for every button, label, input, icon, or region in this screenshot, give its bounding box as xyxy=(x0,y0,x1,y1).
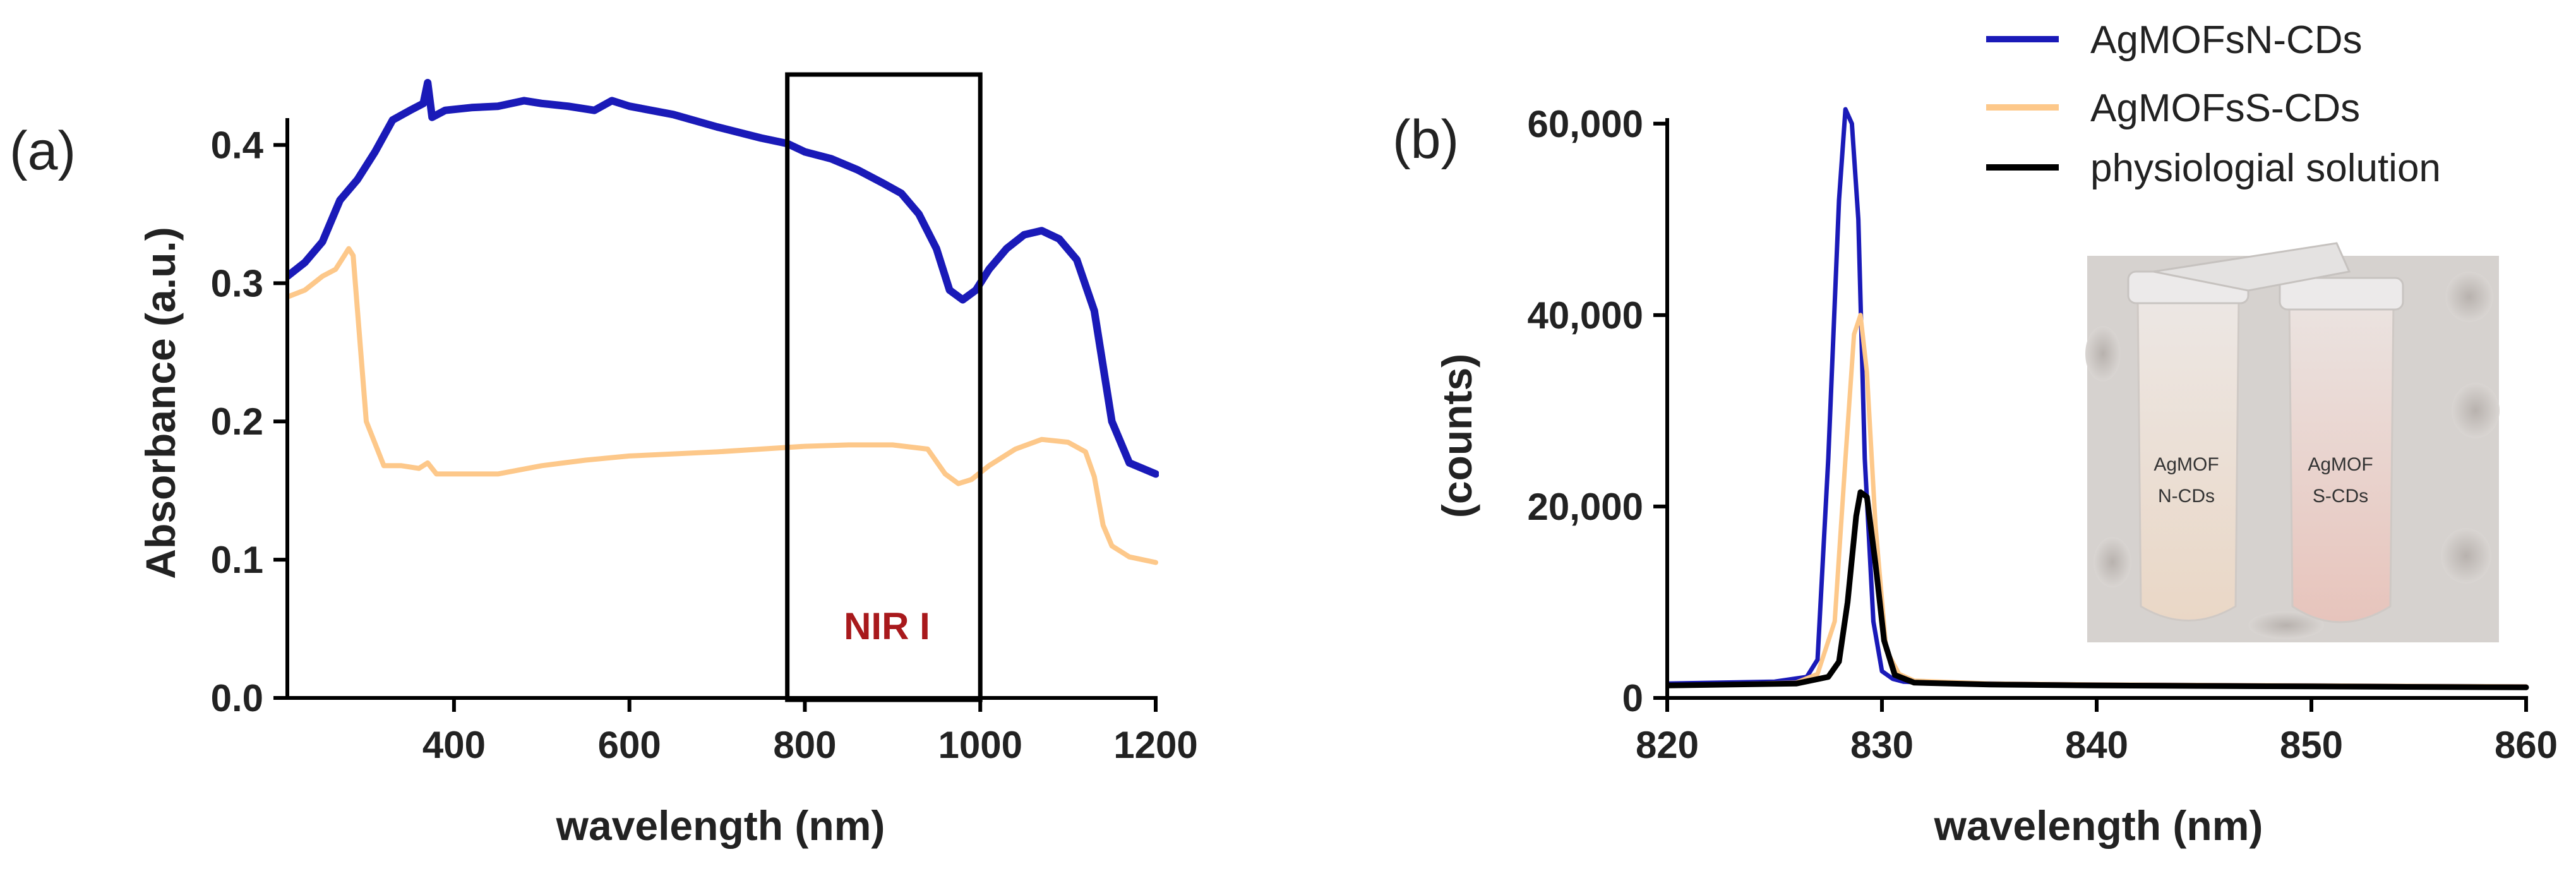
panel-b-y-tick-label: 20,000 xyxy=(1527,486,1643,528)
legend-label-agmofsn-cds: AgMOFsN-CDs xyxy=(2090,18,2363,62)
panel-b-series xyxy=(1667,107,2529,690)
inset-tube-1-label-top: AgMOF xyxy=(2154,454,2219,475)
panel-a-label: (a) xyxy=(9,121,76,181)
panel-a-series xyxy=(287,78,1159,565)
panel-b-axes: 820 830 840 850 860 0 20,000 40,000 60,000 xyxy=(1527,103,2558,766)
panel-a-xlabel: wavelength (nm) xyxy=(556,802,885,849)
panel-b: (b) AgMOF N-CDs AgMOF S-CDs 820 830 840 850… xyxy=(1393,103,2558,849)
panel-a-y-tick-label: 0.4 xyxy=(211,124,264,166)
panel-b-y-tick-label: 0 xyxy=(1622,677,1643,719)
panel-b-x-tick-label: 860 xyxy=(2495,724,2558,766)
series-agmofsn-cds-line xyxy=(287,78,1159,478)
panel-a-x-tick-label: 1000 xyxy=(938,724,1022,766)
series-physiologial-solution-line xyxy=(1667,489,2529,690)
panel-a-x-tick-label: 800 xyxy=(773,724,836,766)
nir-i-label: NIR I xyxy=(844,605,930,647)
panel-b-x-tick-label: 820 xyxy=(1636,724,1699,766)
panel-a-y-tick-label: 0.2 xyxy=(211,400,263,443)
panel-a-y-tick-label: 0.0 xyxy=(211,677,263,719)
panel-b-y-tick-label: 60,000 xyxy=(1527,103,1643,145)
legend: AgMOFsN-CDs AgMOFsS-CDs physiologial sol… xyxy=(1986,18,2441,190)
panel-a-x-tick-label: 1200 xyxy=(1113,724,1197,766)
panel-b-label: (b) xyxy=(1393,109,1459,170)
panel-a: (a) NIR I 400 600 800 1000 1200 0.0 0.1 0.2 0.3 0… xyxy=(9,72,1198,849)
panel-b-ylabel: (counts) xyxy=(1434,354,1480,518)
panel-a-x-tick-label: 600 xyxy=(598,724,661,766)
inset-tube-2-label-bottom: S-CDs xyxy=(2313,486,2368,507)
legend-label-agmofss-cds: AgMOFsS-CDs xyxy=(2090,87,2360,130)
legend-label-physiological-solution: physiologial solution xyxy=(2090,147,2441,190)
inset-tube-2-label-top: AgMOF xyxy=(2308,454,2373,475)
panel-b-x-tick-label: 830 xyxy=(1850,724,1914,766)
panel-b-xlabel: wavelength (nm) xyxy=(1934,802,2263,849)
panel-a-y-tick-label: 0.1 xyxy=(211,539,263,581)
panel-b-x-tick-label: 850 xyxy=(2280,724,2343,766)
series-agmofss-cds-line xyxy=(287,246,1158,565)
panel-a-y-tick-label: 0.3 xyxy=(211,262,263,304)
panel-b-y-tick-label: 40,000 xyxy=(1527,294,1643,337)
panel-b-x-tick-label: 840 xyxy=(2065,724,2128,766)
panel-a-axes: 400 600 800 1000 1200 0.0 0.1 0.2 0.3 0.4 xyxy=(211,118,1198,766)
panel-a-ylabel: Absorbance (a.u.) xyxy=(137,227,184,579)
inset-photo: AgMOF N-CDs AgMOF S-CDs xyxy=(2085,242,2500,642)
inset-tube-1-label-bottom: N-CDs xyxy=(2158,486,2215,507)
panel-a-x-tick-label: 400 xyxy=(422,724,486,766)
